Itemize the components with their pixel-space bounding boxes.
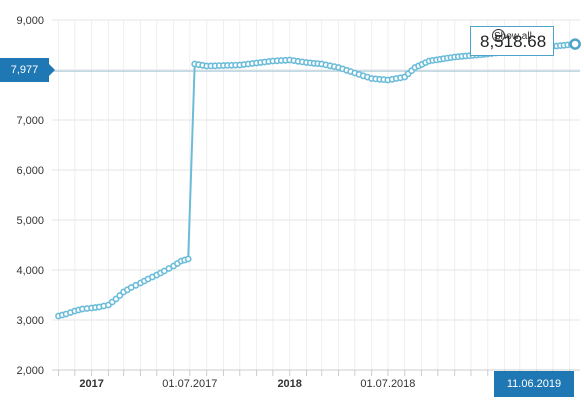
data-point <box>184 255 192 263</box>
x-tick-label: 2017 <box>79 378 103 390</box>
x-axis: 2017 01.07.2017 2018 01.07.2018 <box>52 369 580 390</box>
chart-grid <box>52 19 580 371</box>
crosshair-value-label: 7,977 <box>0 58 55 82</box>
series-line <box>58 43 576 317</box>
series-end-marker <box>569 38 581 50</box>
zoom-out-icon[interactable] <box>492 29 505 42</box>
y-tick-label: 3,000 <box>16 315 44 327</box>
y-tick-label: 5,000 <box>16 215 44 227</box>
y-tick-label: 4,000 <box>16 265 44 277</box>
y-tick-label: 7,000 <box>16 115 44 127</box>
selected-date-label: 11.06.2019 <box>494 371 574 397</box>
end-marker-point <box>569 38 581 50</box>
show-all-button[interactable]: Show all <box>494 31 532 42</box>
x-tick-label: 01.07.2018 <box>360 378 415 390</box>
x-tick-label: 01.07.2017 <box>162 378 217 390</box>
y-tick-label: 6,000 <box>16 165 44 177</box>
price-series <box>55 41 576 320</box>
y-tick-label: 9,000 <box>16 15 44 27</box>
x-tick-label: 2018 <box>277 378 301 390</box>
y-tick-label: 2,000 <box>16 365 44 377</box>
